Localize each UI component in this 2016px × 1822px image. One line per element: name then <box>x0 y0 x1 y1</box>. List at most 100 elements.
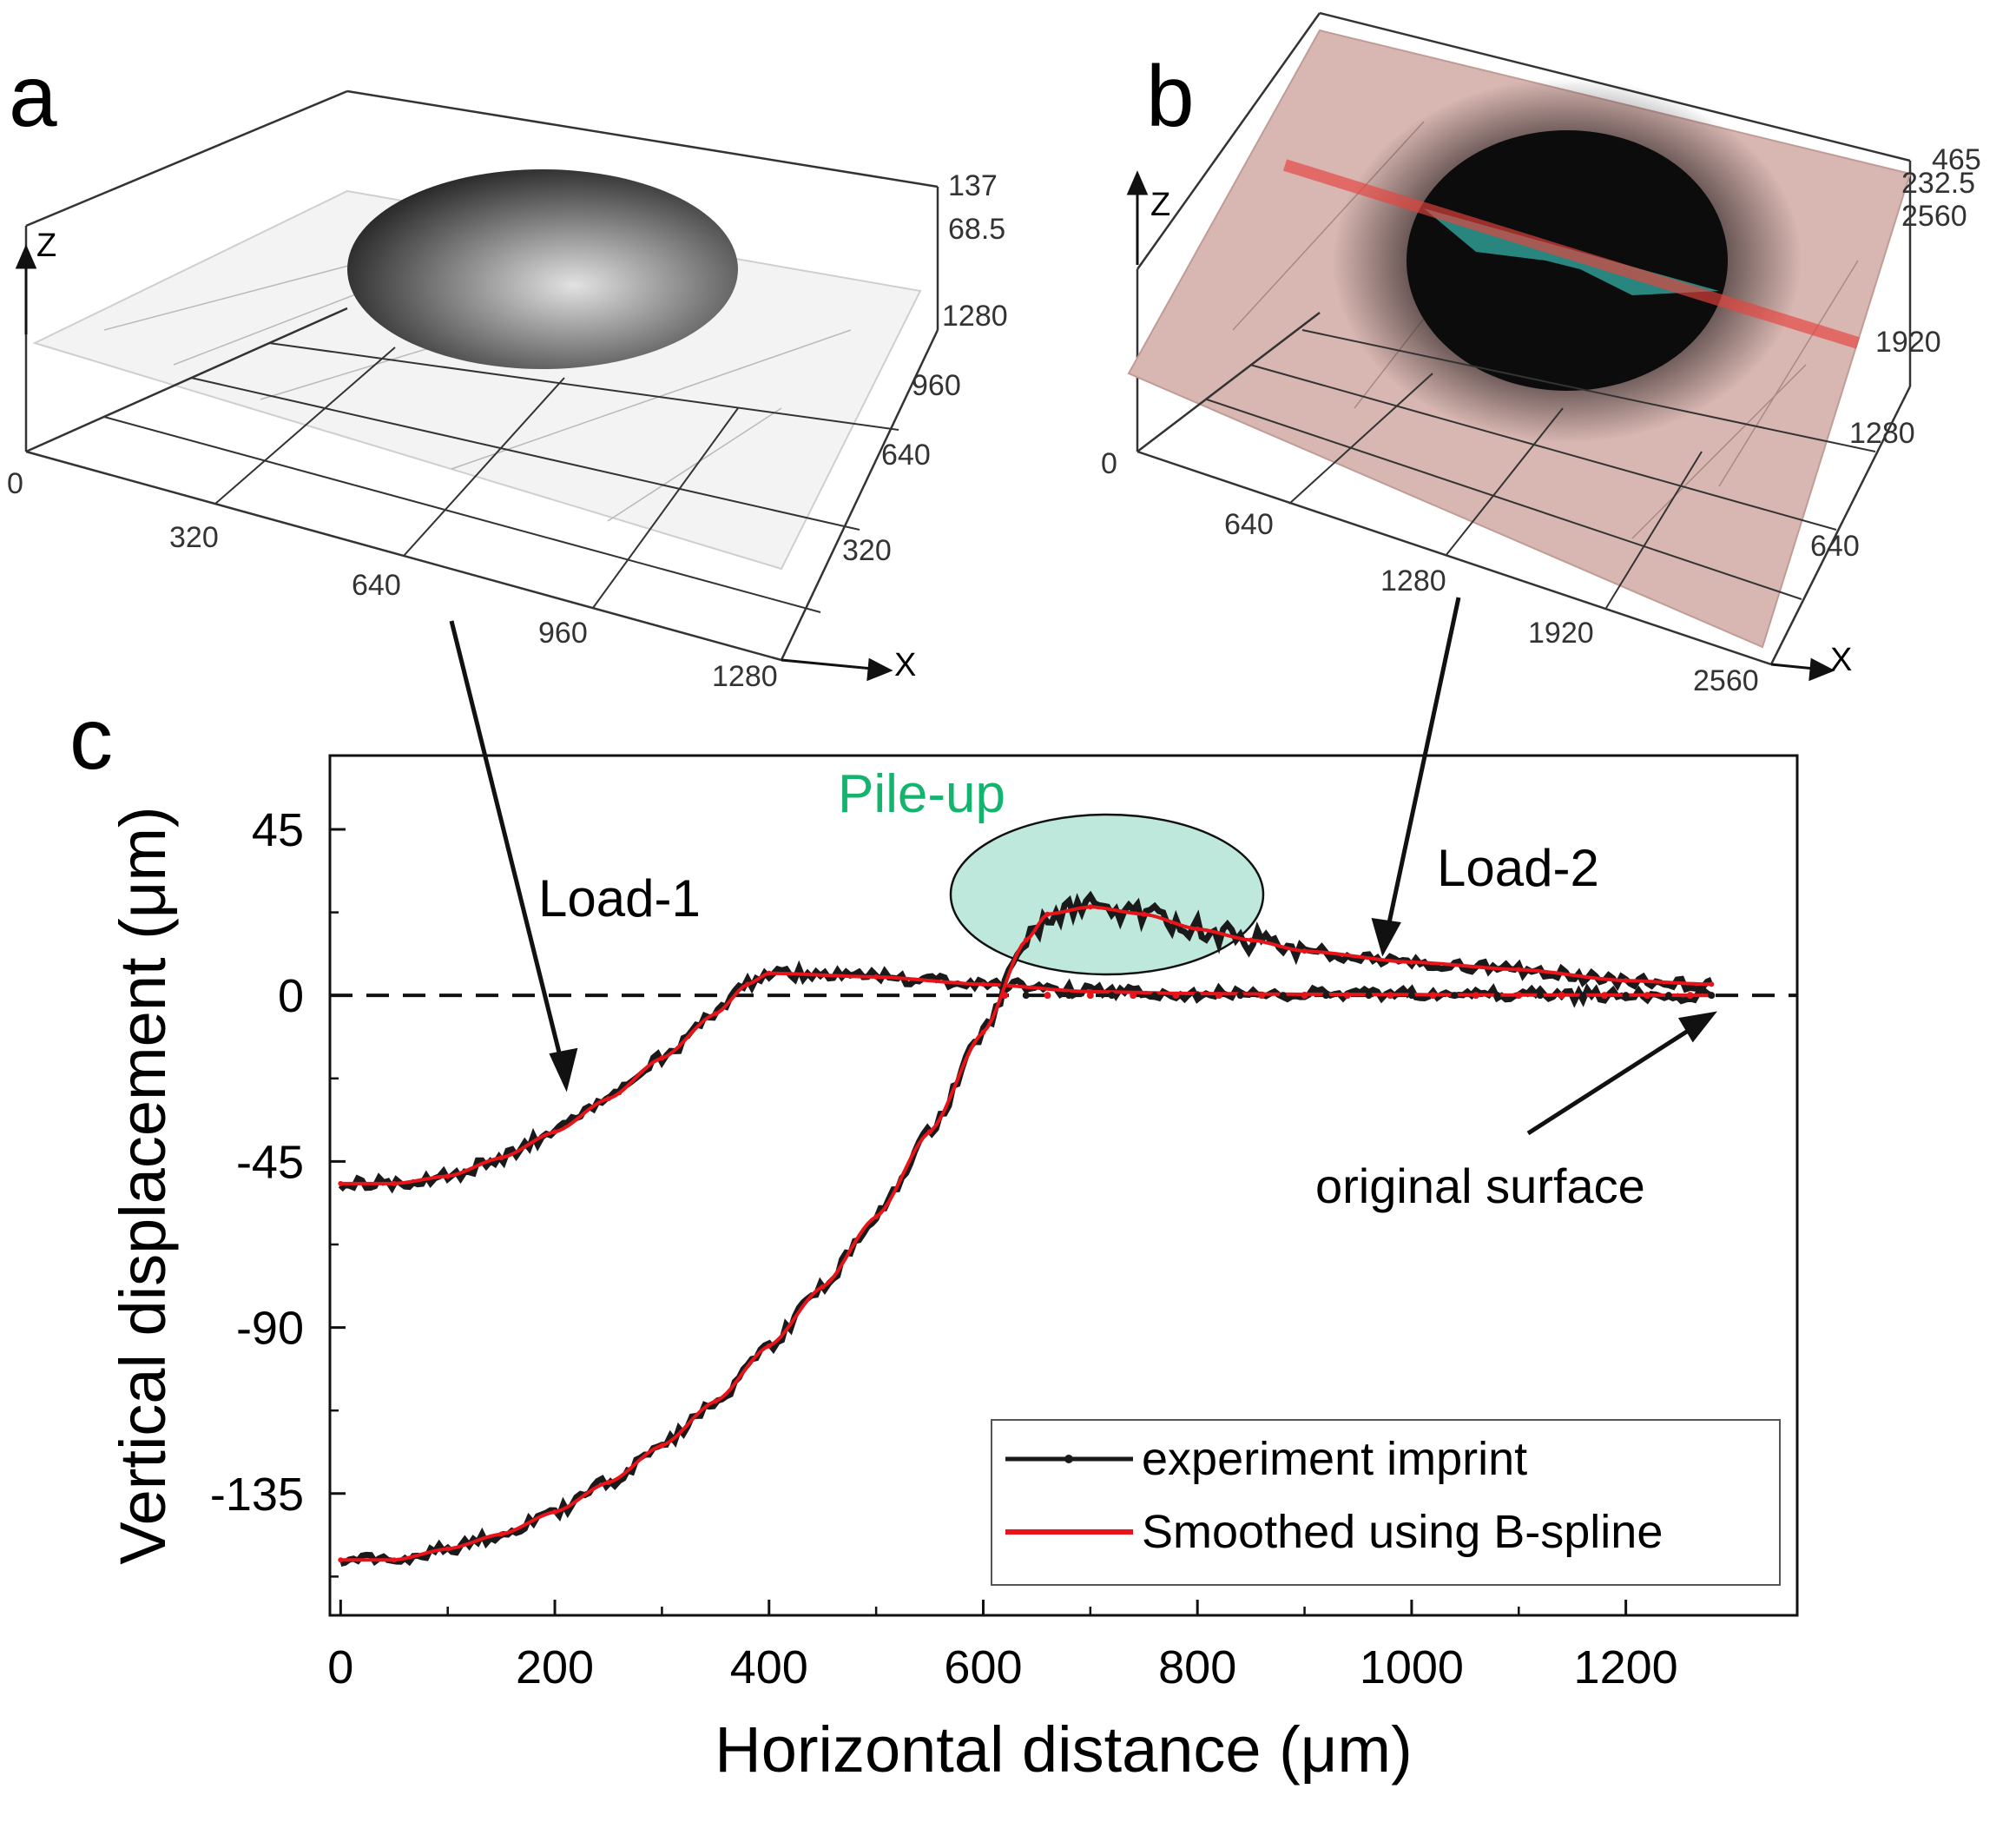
data-point <box>745 981 751 987</box>
surface-marker <box>1215 992 1222 1000</box>
data-point <box>873 974 880 980</box>
panel-a-grid <box>103 342 899 613</box>
data-point <box>605 1096 611 1102</box>
arrow-a-head <box>549 1047 578 1093</box>
load-1-label: Load-1 <box>538 869 701 928</box>
surface-marker <box>1044 992 1051 1000</box>
legend: experiment imprint Smoothed using B-spli… <box>991 1419 1781 1586</box>
data-point <box>1301 948 1308 954</box>
data-point <box>766 1343 772 1349</box>
surface-marker <box>1108 992 1116 1000</box>
panel-b-x-ticks: 640 1280 1920 2560 <box>1224 508 1759 697</box>
panel-a-y-tick: 320 <box>842 534 892 567</box>
data-point <box>392 1180 398 1186</box>
data-point <box>1044 911 1051 917</box>
indent-imprint-a <box>347 169 738 369</box>
panel-b-z-tick: 232.5 <box>1901 167 1975 200</box>
panel-a-y-ticks: 320 640 960 1280 <box>842 300 1008 567</box>
data-point <box>659 1442 665 1449</box>
surface-marker <box>1708 992 1716 1000</box>
surface-marker <box>1451 992 1459 1000</box>
panel-a-y-tick: 960 <box>912 369 961 402</box>
surface-marker <box>1664 992 1672 1000</box>
panel-a-y-tick: 640 <box>881 439 931 472</box>
panel-a-x-tick: 1280 <box>712 660 778 693</box>
x-tick-label: 800 <box>1158 1641 1236 1693</box>
panel-a-z-label: Z <box>36 228 56 264</box>
pile-up-label: Pile-up <box>838 764 1005 824</box>
surface-marker <box>1622 992 1630 1000</box>
panel-c-label: c <box>69 690 113 788</box>
data-point <box>1087 904 1093 910</box>
surface-marker <box>1644 992 1651 1000</box>
surface-marker <box>1301 992 1308 1000</box>
surface-marker <box>1365 992 1373 1000</box>
data-point <box>338 1557 344 1563</box>
panel-b-y-tick: 2560 <box>1901 200 1967 233</box>
arrow-b-to-load-2 <box>1385 597 1461 932</box>
y-axis-label: Vertical displacement (μm) <box>107 806 179 1564</box>
axis-ticks: 0 200 400 600 800 1000 1200 45 0 -45 -90 -135 <box>210 804 1678 1693</box>
data-point <box>713 1011 719 1017</box>
data-point <box>659 1055 665 1061</box>
data-point <box>445 1546 451 1552</box>
data-point <box>820 1284 826 1290</box>
series-layer <box>338 890 1716 1568</box>
y-tick-label: -135 <box>210 1469 304 1521</box>
data-point <box>926 1129 932 1135</box>
panel-a-x-tick: 320 <box>169 521 219 554</box>
data-point <box>1141 911 1147 917</box>
surface-marker <box>1686 992 1694 1000</box>
surface-marker <box>1172 992 1180 1000</box>
load-2-label: Load-2 <box>1437 839 1599 897</box>
panel-a-origin-label: 0 <box>7 467 23 500</box>
surface-marker <box>1343 992 1351 1000</box>
surface-marker <box>1065 992 1073 1000</box>
data-point <box>1709 981 1715 987</box>
surface-marker <box>1150 992 1158 1000</box>
panel-b-z-tick: 465 <box>1932 143 1981 176</box>
x-tick-label: 200 <box>516 1641 594 1693</box>
legend-label-smoothed: Smoothed using B-spline <box>1142 1506 1663 1558</box>
panel-a-y-tick: 1280 <box>942 300 1008 333</box>
data-point <box>980 1029 986 1035</box>
surface-marker <box>1515 992 1523 1000</box>
arrow-original-surface <box>1526 1022 1699 1136</box>
panel-b-label: b <box>1146 48 1195 145</box>
data-point <box>498 1531 504 1537</box>
surface-marker <box>1387 992 1394 1000</box>
panel-b-x-tick: 2560 <box>1693 664 1759 697</box>
surface-marker <box>1407 992 1415 1000</box>
panel-a-label: a <box>9 48 57 145</box>
legend-box <box>991 1419 1781 1586</box>
x-tick-label: 400 <box>730 1641 808 1693</box>
panel-a-x-tick: 960 <box>538 617 588 650</box>
x-axis-label: Horizontal distance (μm) <box>715 1713 1412 1786</box>
panel-b-y-tick: 1920 <box>1875 326 1941 359</box>
arrow-a-to-load-1 <box>449 620 565 1067</box>
panel-a-z-ticks: 68.5 137 <box>948 169 1005 246</box>
y-tick-label: 0 <box>278 970 304 1022</box>
surface-marker <box>1472 992 1479 1000</box>
legend-label-experiment: experiment imprint <box>1142 1433 1527 1485</box>
panel-b-box-front <box>1136 312 1912 666</box>
surface-marker <box>1258 992 1266 1000</box>
arrow-b-head <box>1371 917 1401 957</box>
x-tick-label: 0 <box>327 1641 353 1693</box>
panel-b-y-tick: 640 <box>1810 530 1860 563</box>
original-surface-label: original surface <box>1315 1159 1645 1213</box>
surface-marker <box>1322 992 1330 1000</box>
surface-marker <box>1429 992 1437 1000</box>
panel-b: b <box>1101 11 1981 697</box>
x-tick-label: 600 <box>944 1641 1022 1693</box>
surface-marker <box>1236 992 1244 1000</box>
panel-a-z-tick: 68.5 <box>948 213 1005 246</box>
surface-marker <box>1600 992 1608 1000</box>
y-tick-label: -45 <box>236 1136 304 1188</box>
data-point <box>873 1214 880 1220</box>
pile-up-ellipse <box>949 813 1265 976</box>
panel-a: a <box>7 48 1008 693</box>
data-point <box>552 1129 558 1135</box>
surface-marker <box>1279 992 1287 1000</box>
plot-frame <box>328 754 1799 1617</box>
